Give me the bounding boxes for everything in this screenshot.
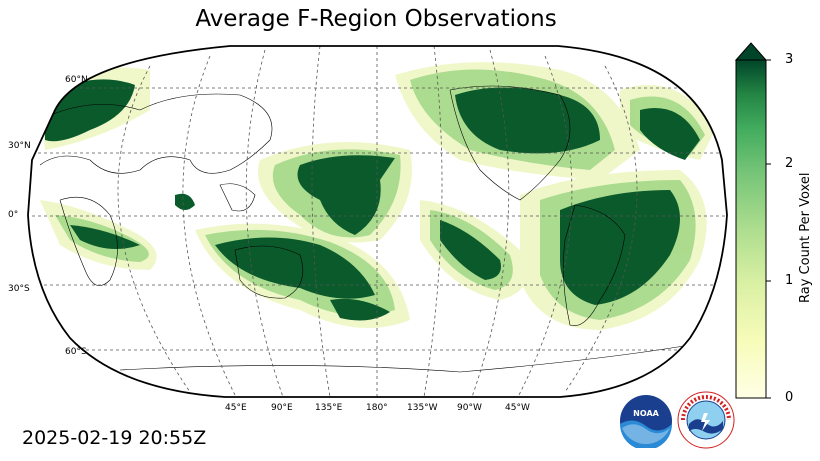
lon-label-135e: 135°E [315, 403, 343, 413]
lat-label-30s: 30°S [8, 284, 30, 294]
noaa-logo-icon: NOAA [620, 395, 672, 448]
lat-label-eq: 0° [8, 210, 19, 220]
colorbar-tick-2: 2 [785, 156, 794, 171]
lon-label-90w: 90°W [457, 403, 482, 413]
lon-label-180: 180° [366, 403, 388, 413]
lon-label-90e: 90°E [271, 403, 293, 413]
colorbar-fill [735, 59, 767, 399]
colorbar-ticks [766, 59, 771, 399]
colorbar-tick-3: 3 [785, 52, 794, 67]
lat-label-60n: 60°N [65, 75, 88, 85]
lon-label-135w: 135°W [407, 403, 438, 413]
lat-label-60s: 60°S [65, 347, 87, 357]
noaa-logo-text: NOAA [633, 409, 659, 418]
map-title: Average F-Region Observations [195, 6, 557, 32]
lat-label-30n: 30°N [8, 141, 31, 151]
lon-label-45w: 45°W [505, 403, 530, 413]
colorbar-extend-arrow [734, 42, 768, 61]
graticule [28, 46, 727, 397]
nws-logo-icon [677, 391, 735, 449]
lon-label-45e: 45°E [225, 403, 247, 413]
colorbar-tick-1: 1 [785, 273, 794, 288]
coastlines [39, 85, 691, 373]
colorbar-tick-0: 0 [785, 390, 794, 405]
colorbar-label: Ray Count Per Voxel [798, 172, 813, 303]
timestamp: 2025-02-19 20:55Z [22, 427, 207, 449]
colorbar [734, 42, 771, 399]
coverage-high [45, 79, 700, 321]
globe-outline [27, 45, 728, 398]
